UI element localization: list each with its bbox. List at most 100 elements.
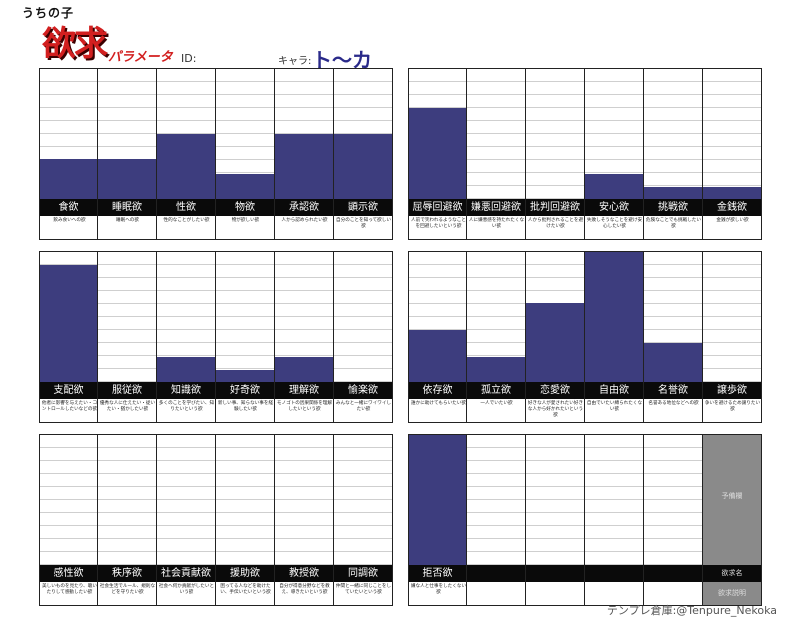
level-track[interactable]: [216, 69, 274, 199]
parameter-column[interactable]: 睡眠欲 睡眠への欲: [98, 68, 157, 240]
level-track[interactable]: [409, 252, 466, 382]
parameter-column[interactable]: 予備欄 欲求名 欲求説明: [703, 434, 762, 606]
parameter-column[interactable]: 恋愛欲 好きな人が愛されたい好きな人から好かれたいという欲: [526, 251, 585, 423]
level-track[interactable]: [703, 252, 761, 382]
level-track[interactable]: [467, 252, 525, 382]
parameter-description: 社会へ何か貢献がしたいという欲: [158, 584, 215, 595]
parameter-column[interactable]: 食欲 飲み食いへの欲: [39, 68, 98, 240]
parameter-name: 挑戦欲: [644, 199, 702, 216]
level-track[interactable]: [157, 435, 215, 565]
level-track[interactable]: [409, 69, 466, 199]
level-track[interactable]: [585, 69, 643, 199]
parameter-column[interactable]: 批判回避欲 人から批判されることを避けたい欲: [526, 68, 585, 240]
parameter-name: 恋愛欲: [526, 382, 584, 399]
level-track[interactable]: [40, 435, 97, 565]
level-fill: [467, 357, 525, 382]
parameter-column[interactable]: [526, 434, 585, 606]
parameter-column[interactable]: 性欲 性的なことがしたい欲: [157, 68, 216, 240]
level-track[interactable]: [585, 252, 643, 382]
parameter-name: 社会貢献欲: [157, 565, 215, 582]
parameter-column[interactable]: 支配欲 他者に影響を与えたい・コントロールしたいなどの欲: [39, 251, 98, 423]
parameter-name: 教授欲: [275, 565, 333, 582]
parameter-column[interactable]: 嫌悪回避欲 人に嫌悪感を持たれたくない欲: [467, 68, 526, 240]
level-fill: [585, 174, 643, 199]
level-fill: [409, 108, 466, 199]
parameter-column[interactable]: 金銭欲 金銭が欲しい欲: [703, 68, 762, 240]
level-track[interactable]: [98, 69, 156, 199]
parameter-description: 人から認められたい欲: [281, 218, 328, 223]
parameter-column[interactable]: [644, 434, 703, 606]
parameter-name: 物欲: [216, 199, 274, 216]
parameter-description: 優秀な人に仕えたい・従いたい・猶かしたい欲: [99, 401, 156, 412]
parameter-column[interactable]: 教授欲 自分が得意分野などを教え、導きたいという欲: [275, 434, 334, 606]
level-fill: [275, 357, 333, 382]
parameter-column[interactable]: 知識欲 多くのことを学びたい、知りたいという欲: [157, 251, 216, 423]
level-track[interactable]: [275, 252, 333, 382]
level-track[interactable]: [334, 252, 392, 382]
level-track[interactable]: [409, 435, 466, 565]
parameter-column[interactable]: 感性欲 美しいものを見たり、聴いたりして感動したい欲: [39, 434, 98, 606]
level-track[interactable]: [644, 435, 702, 565]
level-track[interactable]: [40, 69, 97, 199]
level-fill: [703, 187, 761, 199]
parameter-column[interactable]: 拒否欲 嫌な人と仕事をしたくない欲: [408, 434, 467, 606]
level-fill: [216, 174, 274, 199]
level-track[interactable]: [275, 435, 333, 565]
parameter-name: 理解欲: [275, 382, 333, 399]
parameter-column[interactable]: 服従欲優秀な人に仕えたい・従いたい・猶かしたい欲: [98, 251, 157, 423]
parameter-column[interactable]: 安心欲 失敗しそうなことを避け安心したい欲: [585, 68, 644, 240]
credit: テンプレ倉庫:@Tenpure_Nekoka: [606, 604, 777, 617]
parameter-column[interactable]: 同調欲 仲間と一緒に同じことをしていたいという欲: [334, 434, 393, 606]
parameter-column[interactable]: 秩序欲 社会生活でルール、規則などを守りたい欲: [98, 434, 157, 606]
parameter-description: 他者に影響を与えたい・コントロールしたいなどの欲: [41, 401, 98, 412]
parameter-column[interactable]: 顕示欲 自分のことを知って欲しい欲: [334, 68, 393, 240]
parameter-name: 服従欲: [98, 382, 156, 399]
level-track[interactable]: [216, 435, 274, 565]
level-track[interactable]: [157, 252, 215, 382]
parameter-column[interactable]: 理解欲 モノゴトの因果関係を理解したいという欲: [275, 251, 334, 423]
parameter-column[interactable]: [585, 434, 644, 606]
parameter-column[interactable]: 好奇欲 新しい事、知らない事を経験したい欲: [216, 251, 275, 423]
parameter-column[interactable]: 物欲 物が欲しい欲: [216, 68, 275, 240]
level-track[interactable]: [40, 252, 97, 382]
level-track[interactable]: [98, 252, 156, 382]
parameter-column[interactable]: 社会貢献欲社会へ何か貢献がしたいという欲: [157, 434, 216, 606]
parameter-column[interactable]: 譲歩欲 争いを避けるため譲りたい欲: [703, 251, 762, 423]
parameter-description: みんなと一緒にワイワイしたい欲: [335, 401, 392, 412]
parameter-description: 名誉ある地位などへの欲: [648, 401, 699, 406]
parameter-column[interactable]: 援助欲 困ってる人などを助けたい、手伝いたいという欲: [216, 434, 275, 606]
level-track[interactable]: [334, 69, 392, 199]
parameter-column[interactable]: 依存欲 誰かに助けてもらいたい欲: [408, 251, 467, 423]
parameter-column[interactable]: 自由欲 自由でいたい縛られたくない欲: [585, 251, 644, 423]
parameter-column[interactable]: 孤立欲 一人でいたい欲: [467, 251, 526, 423]
level-track[interactable]: [334, 435, 392, 565]
parameter-column[interactable]: 愉楽欲 みんなと一緒にワイワイしたい欲: [334, 251, 393, 423]
brand-subtitle: パラメータ: [108, 50, 173, 65]
level-track[interactable]: [526, 69, 584, 199]
parameter-name: 性欲: [157, 199, 215, 216]
level-track[interactable]: [526, 252, 584, 382]
level-track[interactable]: [157, 69, 215, 199]
parameter-name: 屈辱回避欲: [409, 199, 466, 216]
level-track[interactable]: [644, 252, 702, 382]
level-track[interactable]: [98, 435, 156, 565]
level-track[interactable]: [703, 69, 761, 199]
parameter-column[interactable]: [467, 434, 526, 606]
parameter-name: [644, 565, 702, 582]
brand-small: うちの子: [22, 6, 75, 20]
parameter-name: 自由欲: [585, 382, 643, 399]
parameter-column[interactable]: 屈辱回避欲 人前で笑われるようなことを回避したいという欲: [408, 68, 467, 240]
parameter-column[interactable]: 挑戦欲 危険なことでも挑戦したい欲: [644, 68, 703, 240]
level-track[interactable]: [275, 69, 333, 199]
level-track[interactable]: [216, 252, 274, 382]
parameter-column[interactable]: 承認欲 人から認められたい欲: [275, 68, 334, 240]
parameter-column[interactable]: 名誉欲 名誉ある地位などへの欲: [644, 251, 703, 423]
level-track[interactable]: [467, 435, 525, 565]
level-fill: [526, 303, 584, 382]
level-track[interactable]: [467, 69, 525, 199]
level-track[interactable]: 予備欄: [703, 435, 761, 565]
level-track[interactable]: [526, 435, 584, 565]
level-track[interactable]: [585, 435, 643, 565]
level-track[interactable]: [644, 69, 702, 199]
parameter-group: 支配欲 他者に影響を与えたい・コントロールしたいなどの欲 服従欲優秀な人に仕えたい・…: [39, 251, 393, 423]
